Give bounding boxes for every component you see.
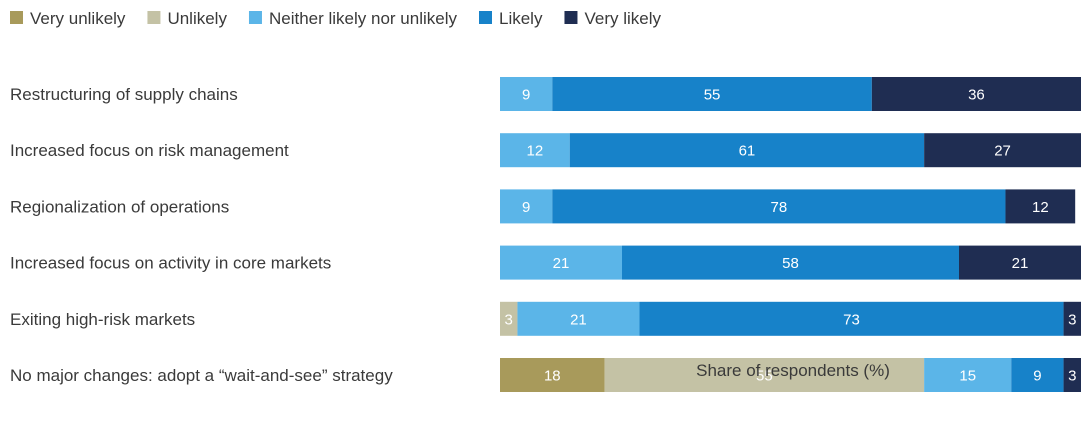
bar-value-label: 21: [553, 255, 570, 272]
bar-value-label: 21: [570, 311, 587, 328]
legend-label: Neither likely nor unlikely: [269, 9, 458, 28]
legend-label: Likely: [499, 9, 543, 28]
bar-segment: [500, 189, 553, 224]
bar-value-label: 55: [756, 368, 773, 385]
legend-label: Very unlikely: [30, 9, 126, 28]
bar-value-label: 58: [782, 255, 799, 272]
legend-swatch: [479, 11, 492, 24]
category-label: Increased focus on activity in core mark…: [10, 254, 331, 273]
bar-value-label: 73: [843, 311, 860, 328]
bar-segment: [1011, 358, 1064, 392]
bar-value-label: 9: [522, 199, 530, 216]
bar-value-label: 78: [771, 199, 788, 216]
bar-segment: [604, 358, 925, 392]
bar-segment: [500, 133, 570, 168]
legend: Very unlikely Unlikely Neither likely nor …: [10, 9, 661, 28]
bar-value-label: 15: [959, 368, 976, 385]
bar-segment: [639, 301, 1064, 336]
bar-segment: [924, 133, 1081, 168]
bar-value-label: 3: [1068, 368, 1076, 385]
legend-item: Very unlikely: [10, 9, 126, 28]
bar-segment: [500, 245, 623, 280]
legend-swatch: [248, 11, 262, 24]
category-label: Restructuring of supply chains: [10, 85, 238, 104]
legend-item: Likely: [479, 9, 543, 28]
legend-item: Neither likely nor unlikely: [248, 9, 458, 28]
bar-value-label: 61: [739, 143, 756, 160]
bar-segment: [1063, 358, 1081, 392]
bar-segment: [622, 245, 959, 280]
x-axis-title: Share of respondents (%): [696, 361, 890, 380]
bar-segment: [1063, 301, 1081, 336]
legend-item: Unlikely: [147, 9, 227, 28]
bar-value-label: 55: [704, 87, 721, 104]
category-label: Increased focus on risk management: [10, 141, 289, 160]
bar-segment: [500, 358, 605, 392]
category-labels: Restructuring of supply chains Increased …: [10, 85, 393, 385]
legend-swatch: [147, 11, 161, 24]
bar-segment: [552, 189, 1006, 224]
bar-value-label: 27: [994, 143, 1011, 160]
bar-value-label: 9: [1033, 368, 1041, 385]
legend-label: Very likely: [584, 9, 661, 28]
bar-value-label: 21: [1012, 255, 1029, 272]
legend-label: Unlikely: [167, 9, 227, 28]
category-label: Regionalization of operations: [10, 197, 229, 216]
bar-segment: [871, 77, 1081, 111]
bar-segment: [500, 301, 518, 336]
bar-segment: [1005, 189, 1076, 224]
category-label: No major changes: adopt a “wait-and-see”…: [10, 366, 393, 385]
bar-value-label: 18: [544, 368, 561, 385]
bars: 9 55 36 12 61 27 9 78 12 21 58 21 3 21 73 3 18 55 15 9 3: [500, 77, 1081, 392]
bar-segment: [517, 301, 640, 336]
bar-value-label: 3: [1068, 311, 1076, 328]
bar-segment: [924, 358, 1012, 392]
bar-segment: [569, 133, 925, 168]
bar-value-label: 3: [505, 311, 513, 328]
bar-segment: [552, 77, 872, 111]
bar-value-label: 12: [527, 143, 544, 160]
category-label: Exiting high-risk markets: [10, 310, 195, 329]
bar-value-label: 12: [1032, 199, 1049, 216]
legend-swatch: [564, 11, 578, 24]
bar-segment: [500, 77, 553, 111]
bar-value-label: 9: [522, 87, 530, 104]
bar-value-label: 36: [968, 87, 985, 104]
bar-segment: [958, 245, 1081, 280]
legend-item: Very likely: [564, 9, 661, 28]
legend-swatch: [10, 11, 23, 24]
